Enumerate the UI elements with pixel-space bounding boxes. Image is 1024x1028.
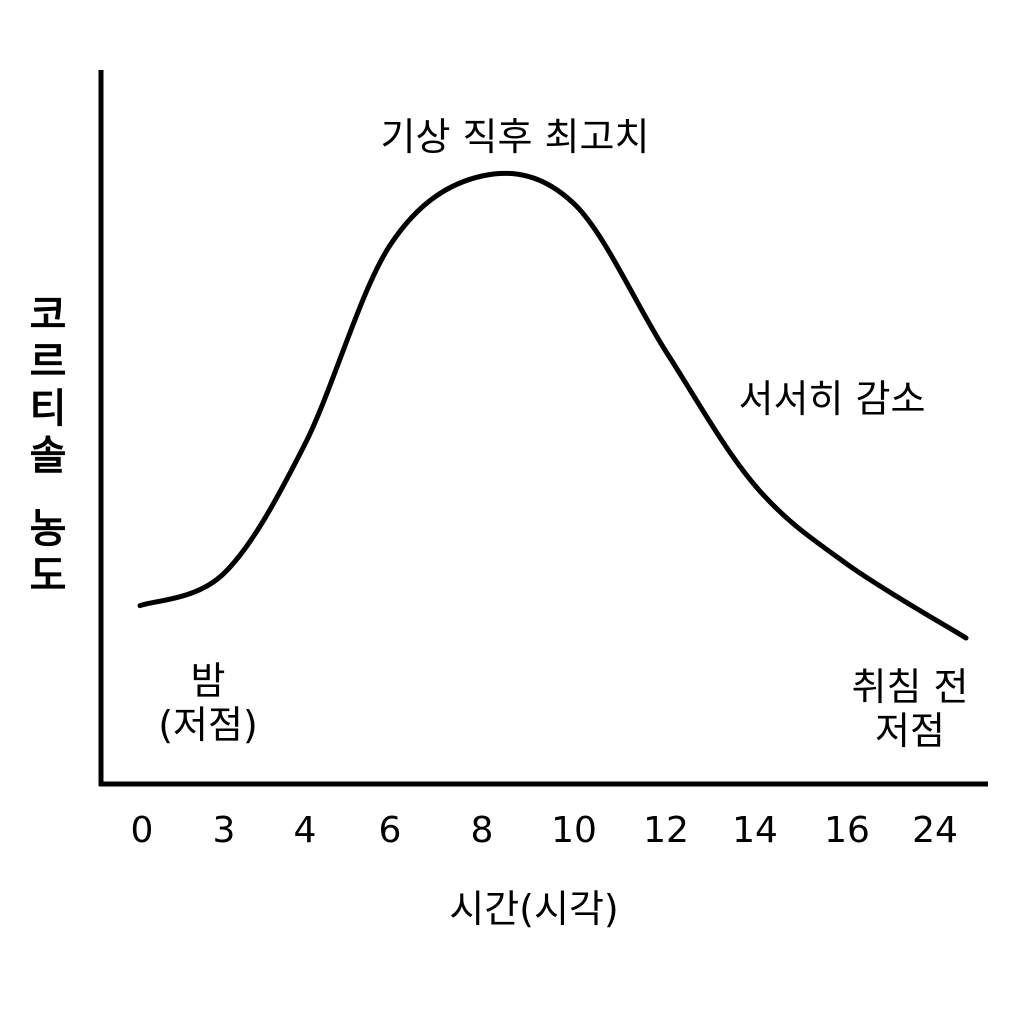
x-tick-label: 8 (471, 810, 494, 851)
annotation-peak: 기상 직후 최고치 (381, 115, 650, 159)
x-tick-labels: 0 3 4 6 8 10 12 14 16 24 (131, 810, 958, 851)
x-tick-label: 0 (131, 810, 154, 851)
x-tick-label: 14 (732, 810, 778, 851)
cortisol-curve (137, 170, 969, 641)
x-tick-label: 24 (912, 810, 958, 851)
x-tick-label: 6 (379, 810, 402, 851)
x-tick-label: 3 (213, 810, 236, 851)
x-tick-label: 16 (824, 810, 870, 851)
x-axis-label: 시간(시각) (449, 887, 619, 931)
x-tick-label: 4 (294, 810, 317, 851)
x-tick-label: 12 (643, 810, 689, 851)
annotation-decline: 서서히 감소 (739, 377, 926, 421)
annotation-night-low: 밤 (저점) (158, 659, 258, 747)
x-tick-label: 10 (551, 810, 597, 851)
annotation-bedtime-low: 취침 전 저점 (852, 665, 969, 753)
